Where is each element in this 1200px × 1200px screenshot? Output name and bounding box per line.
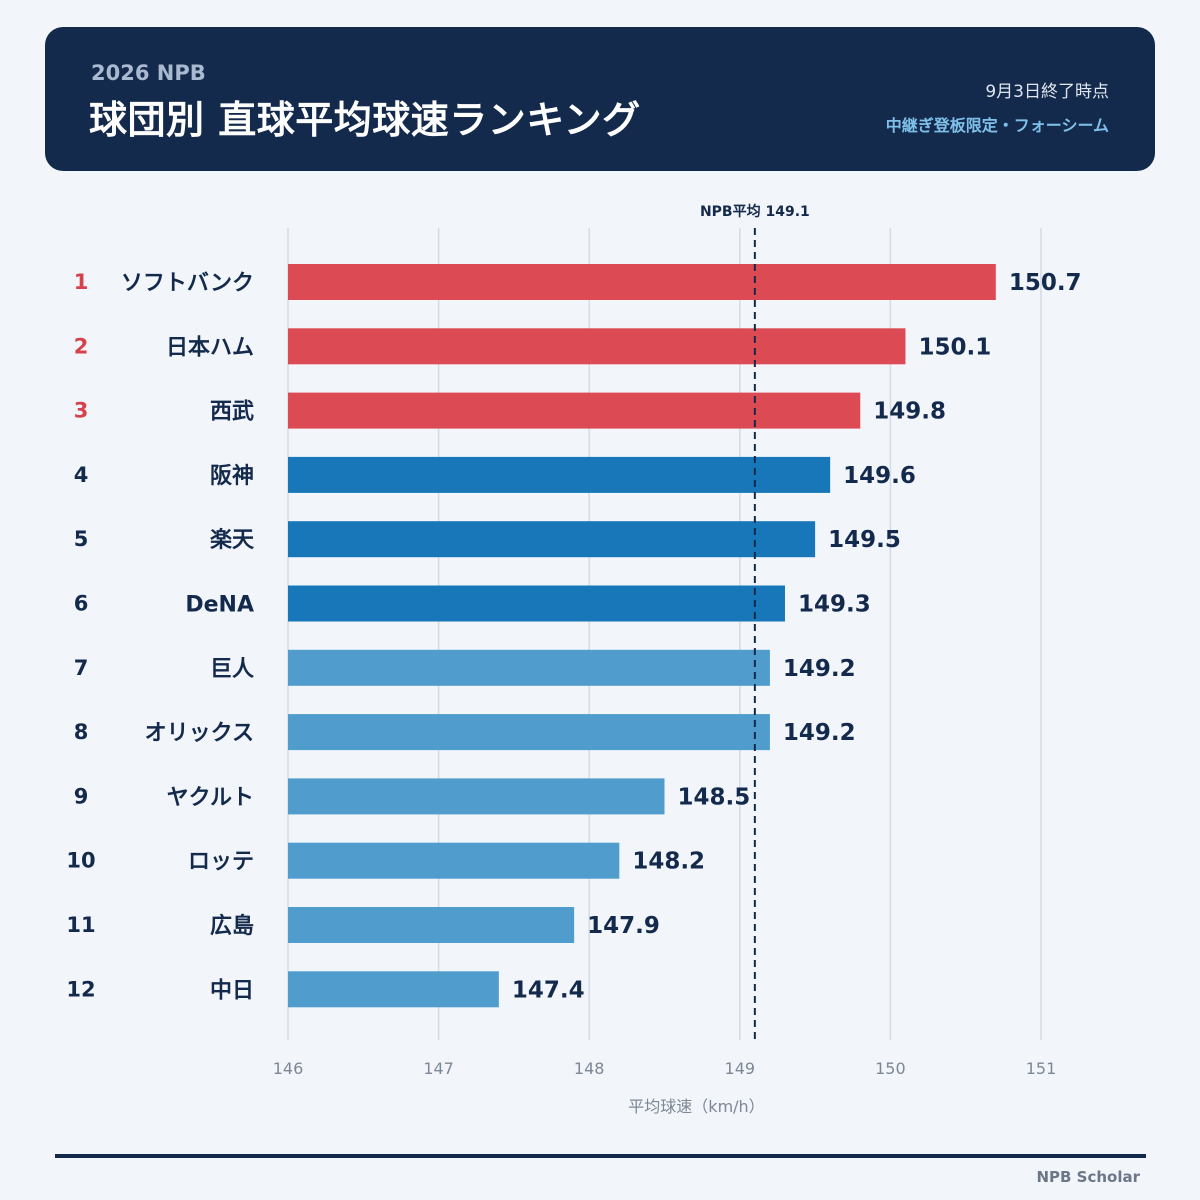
team-label: 楽天 (210, 527, 255, 553)
average-reference-label: NPB平均 149.1 (700, 203, 810, 220)
value-label: 148.5 (678, 784, 751, 810)
bar (288, 585, 785, 622)
bar (288, 778, 665, 815)
bar (288, 907, 575, 943)
rank-label: 8 (74, 720, 89, 744)
team-label: DeNA (185, 593, 254, 618)
x-tick-label: 149 (725, 1059, 756, 1078)
bar (288, 521, 816, 558)
team-label: 日本ハム (166, 335, 254, 360)
team-label: オリックス (145, 721, 254, 746)
header-banner: 2026 NPB 球団別 直球平均球速ランキング 9月3日終了時点 中継ぎ登板限… (45, 27, 1155, 171)
team-label: 広島 (210, 913, 254, 939)
rank-label: 1 (74, 270, 89, 294)
team-label: ヤクルト (167, 785, 254, 810)
footer-divider (55, 1154, 1146, 1158)
x-tick-label: 150 (875, 1059, 906, 1078)
x-tick-label: 146 (273, 1059, 304, 1078)
rank-label: 11 (66, 913, 95, 937)
value-label: 147.4 (512, 977, 585, 1003)
rank-label: 9 (74, 784, 89, 808)
x-tick-label: 151 (1026, 1059, 1057, 1078)
bar (288, 842, 620, 879)
as-of-date: 9月3日終了時点 (985, 82, 1109, 102)
value-label: 149.5 (828, 527, 901, 553)
footer-credit: NPB Scholar (1036, 1168, 1140, 1186)
team-label: 中日 (210, 978, 254, 1003)
page-title: 球団別 直球平均球速ランキング (89, 98, 641, 142)
rank-label: 4 (74, 463, 89, 487)
value-label: 150.1 (918, 334, 991, 360)
bar (288, 328, 906, 365)
rank-label: 5 (74, 527, 89, 551)
bar (288, 714, 770, 751)
value-label: 149.2 (783, 720, 856, 746)
value-label: 150.7 (1009, 270, 1082, 296)
value-label: 149.8 (873, 399, 946, 425)
value-label: 148.2 (632, 849, 705, 875)
season-label: 2026 NPB (91, 61, 206, 85)
team-label: 巨人 (210, 657, 254, 682)
bar (288, 392, 861, 429)
bar (288, 649, 770, 686)
rank-label: 3 (74, 399, 89, 423)
bar (288, 456, 831, 493)
x-axis-label: 平均球速（km/h） (628, 1097, 764, 1116)
bar (288, 971, 499, 1008)
rank-label: 10 (66, 849, 95, 873)
rank-label: 7 (74, 656, 89, 680)
x-tick-label: 147 (423, 1059, 454, 1078)
value-label: 149.6 (843, 463, 916, 489)
bar-chart: 146 147 148 149 150 151 平均球速（km/h） 1 ソフトバンク 150.7… (66, 203, 1082, 1116)
rank-label: 12 (66, 977, 95, 1001)
value-label: 149.3 (798, 592, 871, 618)
rank-label: 6 (74, 592, 89, 616)
filter-note: 中継ぎ登板限定・フォーシーム (885, 116, 1109, 135)
bar (288, 264, 996, 300)
team-label: ソフトバンク (121, 271, 254, 296)
value-label: 149.2 (783, 656, 856, 682)
rank-label: 2 (74, 334, 89, 358)
value-label: 147.9 (587, 913, 660, 939)
team-label: 阪神 (210, 463, 254, 489)
team-label: 西武 (210, 400, 254, 425)
team-label: ロッテ (188, 850, 254, 875)
x-tick-label: 148 (574, 1059, 605, 1078)
